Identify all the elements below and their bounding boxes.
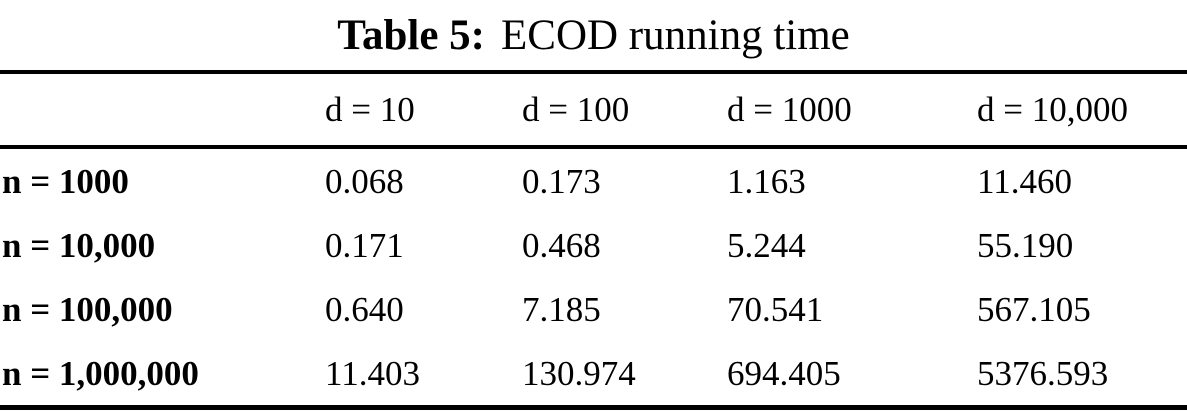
row-label-n1000000: n = 1,000,000 [2,353,199,393]
table-row: n = 1000 0.068 0.173 1.163 11.460 [0,149,1187,213]
table-cell: 11.403 [325,353,420,393]
table-row: n = 100,000 0.640 7.185 70.541 567.105 [0,277,1187,341]
table-cell: 5.244 [727,225,806,265]
table-cell: 130.974 [522,353,636,393]
table-cell: 11.460 [977,161,1072,201]
table-caption-title: ECOD running time [501,11,850,59]
table-cell: 694.405 [727,353,841,393]
table-cell: 0.068 [325,161,404,201]
table-cell: 5376.593 [977,353,1109,393]
row-label-n1000: n = 1000 [2,161,129,201]
table-cell: 0.468 [522,225,601,265]
row-label-n100000: n = 100,000 [2,289,173,329]
table-cell: 0.173 [522,161,601,201]
table-cell: 1.163 [727,161,806,201]
table-caption-label: Table 5: [337,11,485,59]
table-row: n = 1,000,000 11.403 130.974 694.405 537… [0,341,1187,405]
table-cell: 70.541 [727,289,824,329]
table-cell: 0.171 [325,225,404,265]
table-caption: Table 5: ECOD running time [0,0,1187,70]
table-bottom-rule [0,405,1187,410]
table-cell: 567.105 [977,289,1091,329]
table-cell: 7.185 [522,289,601,329]
column-header-d10000: d = 10,000 [977,90,1128,129]
table-cell: 55.190 [977,225,1074,265]
column-header-d10: d = 10 [325,90,415,129]
table-header-row: d = 10 d = 100 d = 1000 d = 10,000 [0,74,1187,145]
column-header-d100: d = 100 [522,90,630,129]
table-row: n = 10,000 0.171 0.468 5.244 55.190 [0,213,1187,277]
table-header-rule [0,145,1187,149]
table-cell: 0.640 [325,289,404,329]
row-label-n10000: n = 10,000 [2,225,156,265]
table-top-rule [0,70,1187,74]
column-header-d1000: d = 1000 [727,90,852,129]
